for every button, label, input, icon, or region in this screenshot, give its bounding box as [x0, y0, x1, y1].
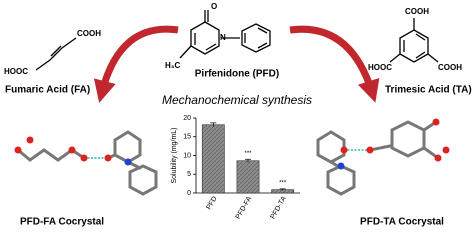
fa-cocrystal-model: PFD-FA Cocrystal [14, 130, 158, 228]
fa-name: Fumaric Acid (FA) [5, 85, 90, 96]
atom-label: N [220, 33, 226, 42]
group-label: COOH [405, 7, 429, 16]
process-label: Mechanochemical synthesis [162, 93, 312, 107]
x-tick-label: PFD-TA [270, 195, 289, 220]
significance-label: *** [244, 151, 252, 157]
ta-name: Trimesic Acid (TA) [385, 85, 472, 96]
group-label: COOH [438, 63, 462, 72]
atom-label: H₃C [165, 61, 180, 70]
graphical-abstract: O N H₃C Pirfenidone (PFD) HOOC COOH Fuma… [4, 2, 472, 228]
error-bar [279, 188, 286, 191]
y-tick-label: 0 [187, 190, 191, 197]
error-bar [245, 158, 251, 163]
x-tick-label: PFD [206, 195, 219, 211]
y-tick-label: 15 [183, 134, 191, 141]
y-tick-label: 10 [183, 152, 191, 159]
y-tick-label: 20 [183, 115, 191, 122]
error-bar [210, 122, 217, 127]
y-tick-label: 5 [187, 171, 191, 178]
group-label: HOOC [4, 67, 28, 76]
bar [236, 160, 260, 194]
arrow [289, 25, 380, 103]
ta-structure: COOH HOOC COOH Trimesic Acid (TA) [368, 7, 472, 96]
solubility-chart: 0 5 10 15 20 Solubility (mg/mL) PFD *** PFD-FA **… [171, 115, 300, 220]
x-tick-label: PFD-FA [235, 195, 254, 220]
significance-label: *** [279, 180, 287, 186]
group-label: HOOC [368, 63, 392, 72]
bar [201, 124, 225, 194]
pfd-name: Pirfenidone (PFD) [195, 69, 279, 80]
group-label: COOH [77, 29, 101, 38]
arrow [93, 25, 179, 103]
ta-cocrystal-model: PFD-TA Cocrystal [316, 118, 450, 228]
product-label: PFD-FA Cocrystal [20, 217, 104, 228]
pfd-structure: O N H₃C Pirfenidone (PFD) [165, 2, 279, 80]
fa-structure: HOOC COOH Fumaric Acid (FA) [4, 29, 101, 96]
atom-label: O [211, 2, 217, 11]
product-label: PFD-TA Cocrystal [360, 217, 444, 228]
y-axis-label: Solubility (mg/mL) [171, 127, 178, 183]
